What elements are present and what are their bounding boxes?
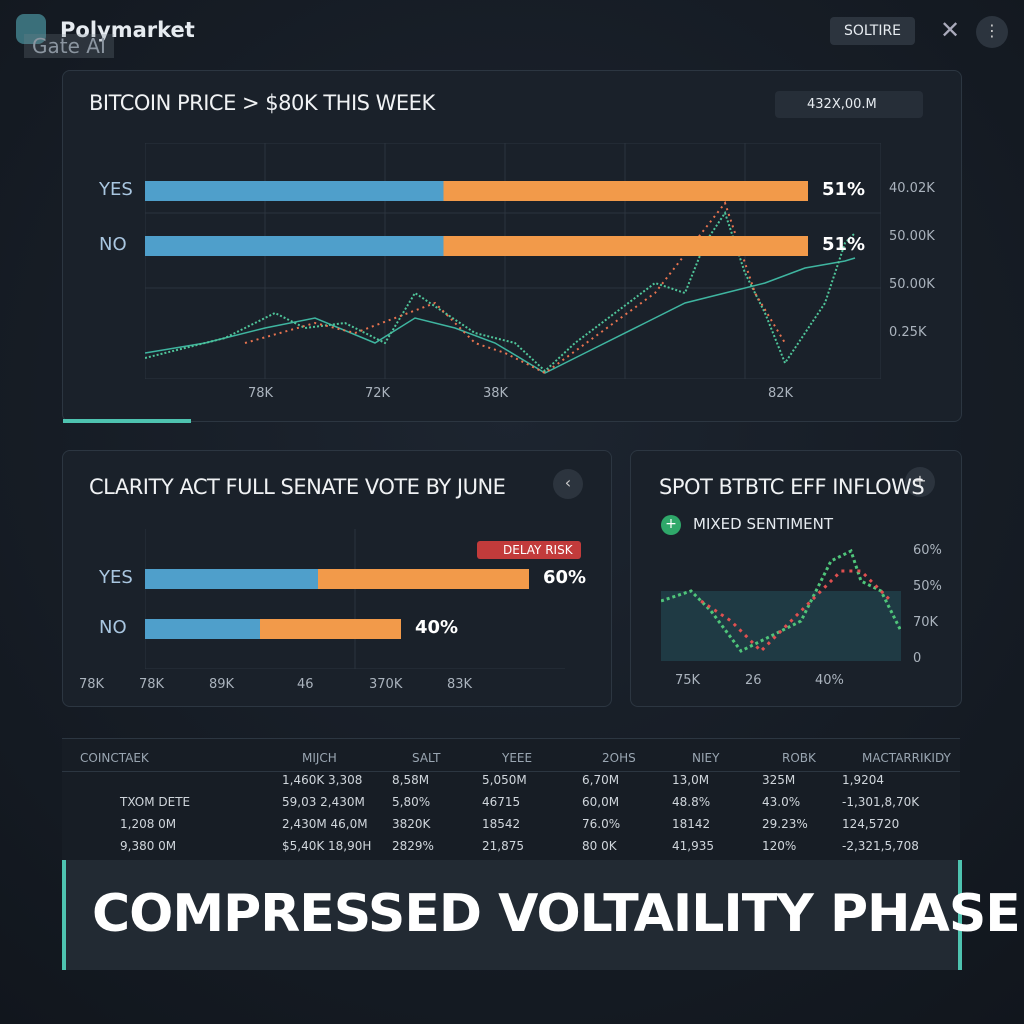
table-cell: 3820K	[392, 817, 431, 831]
outcome-label: YES	[99, 567, 133, 588]
y-label: 0	[913, 651, 922, 666]
table-cell: 8,58M	[392, 773, 430, 787]
x-label: 89K	[209, 677, 235, 692]
table-cell: 46715	[482, 795, 521, 809]
y-label: 0.25K	[889, 325, 927, 340]
table-cell: $5,40K 18,90H	[282, 839, 372, 853]
table-cell: 1,460K 3,308	[282, 773, 363, 787]
x-label: 78K	[139, 677, 165, 692]
table-cell: 1,208 0M	[120, 817, 177, 831]
table-cell: 41,935	[672, 839, 714, 853]
outcome-bar	[145, 569, 529, 589]
table-cell: -1,301,8,70K	[842, 795, 920, 809]
x-label: 78K	[79, 677, 105, 692]
table-cell: 13,0M	[672, 773, 710, 787]
banner: COMPRESSED VOLTAILITY PHASE	[62, 860, 1021, 970]
table-cell: 1,9204	[842, 773, 884, 787]
table-cell: 80 0K	[582, 839, 617, 853]
outcome-value: 60%	[543, 567, 587, 588]
price-chart	[145, 143, 881, 379]
close-icon[interactable]: ✕	[940, 16, 961, 44]
badge: 432X,00.M	[775, 91, 923, 118]
table-cell: -2,321,5,708	[842, 839, 919, 853]
banner-text: COMPRESSED VOLTAILITY PHASE	[92, 884, 1021, 944]
market-title: CLARITY ACT FULL SENATE VOTE BY JUNE	[89, 475, 506, 499]
outcome-value: 51%	[822, 179, 866, 200]
progress	[63, 419, 191, 423]
x-label: 75K	[675, 673, 701, 688]
table-header: YEEE	[502, 751, 533, 765]
table-cell: 18542	[482, 817, 521, 831]
market-panel: BITCOIN PRICE > $80K THIS WEEK YES 51% NO 51…	[62, 70, 962, 423]
table-header: SALT	[412, 751, 441, 765]
inflow-chart	[661, 548, 901, 661]
brand: Polymarket	[60, 18, 195, 42]
table-cell: 5,050M	[482, 773, 527, 787]
x-label: 46	[297, 677, 314, 692]
divider	[62, 771, 960, 772]
data-table: COINCTAEK MIJCH SALT YEEE 2OHS NIEY ROBK MACTAR…	[62, 738, 960, 869]
table-cell: 325M	[762, 773, 796, 787]
market-title: BITCOIN PRICE > $80K THIS WEEK	[89, 91, 435, 115]
risk-tag: DELAY RISK	[477, 541, 581, 559]
table-header: NIEY	[692, 751, 720, 765]
outcome-label: YES	[99, 179, 133, 200]
outcome-label: NO	[99, 617, 127, 638]
table-cell: 2829%	[392, 839, 434, 853]
table-cell: 43.0%	[762, 795, 801, 809]
table-cell: 21,875	[482, 839, 524, 853]
table-cell: 76.0%	[582, 817, 621, 831]
table-header: ROBK	[782, 751, 816, 765]
table-cell: 48.8%	[672, 795, 711, 809]
y-label: 60%	[913, 543, 942, 558]
x-label: 40%	[815, 673, 844, 688]
x-label: 83K	[447, 677, 473, 692]
y-label: 50.00K	[889, 277, 935, 292]
outcome-bar	[145, 236, 808, 256]
y-label: 50%	[913, 579, 942, 594]
outcome-bar	[145, 181, 808, 201]
top-button[interactable]: SOLTIRE	[830, 17, 916, 45]
outcome-bar	[145, 619, 401, 639]
table-cell: 18142	[672, 817, 711, 831]
outcome-value: 40%	[415, 617, 459, 638]
table-cell: 9,380 0M	[120, 839, 177, 853]
market-panel: ‹ CLARITY ACT FULL SENATE VOTE BY JUNE YE…	[62, 450, 612, 707]
watermark: Gate AI	[24, 34, 114, 58]
market-panel: + + SPOT BTBTC EFF INFLOWS MIXED SENTIMEN…	[630, 450, 962, 707]
table-cell: 6,70M	[582, 773, 620, 787]
table-cell: 120%	[762, 839, 797, 853]
table-cell: 29.23%	[762, 817, 808, 831]
outcome-value: 51%	[822, 234, 866, 255]
x-label: 38K	[483, 386, 509, 401]
table-header: 2OHS	[602, 751, 636, 765]
market-title: SPOT BTBTC EFF INFLOWS	[659, 475, 925, 499]
y-label: 40.02K	[889, 181, 935, 196]
sentiment: MIXED SENTIMENT	[693, 515, 834, 533]
table-header: MIJCH	[302, 751, 337, 765]
table-cell: 60,0M	[582, 795, 620, 809]
table-header: COINCTAEK	[80, 751, 149, 765]
table-cell: 5,80%	[392, 795, 431, 809]
add-button[interactable]: +	[905, 467, 935, 497]
x-label: 26	[745, 673, 762, 688]
table-cell: 2,430M 46,0M	[282, 817, 368, 831]
menu-icon[interactable]: ⋮	[976, 16, 1008, 48]
table-cell: 59,03 2,430M	[282, 795, 365, 809]
x-label: 370K	[369, 677, 403, 692]
outcome-label: NO	[99, 234, 127, 255]
table-header: MACTARRIKIDY	[862, 751, 951, 765]
table-cell: TXOM DETE	[120, 795, 191, 809]
chart-frame	[145, 529, 565, 669]
back-button[interactable]: ‹	[553, 469, 583, 499]
x-label: 82K	[768, 386, 794, 401]
table-cell: 124,5720	[842, 817, 900, 831]
y-label: 70K	[913, 615, 939, 630]
x-label: 78K	[248, 386, 274, 401]
y-label: 50.00K	[889, 229, 935, 244]
sentiment-icon: +	[661, 515, 681, 535]
logo	[16, 14, 46, 44]
x-label: 72K	[365, 386, 391, 401]
